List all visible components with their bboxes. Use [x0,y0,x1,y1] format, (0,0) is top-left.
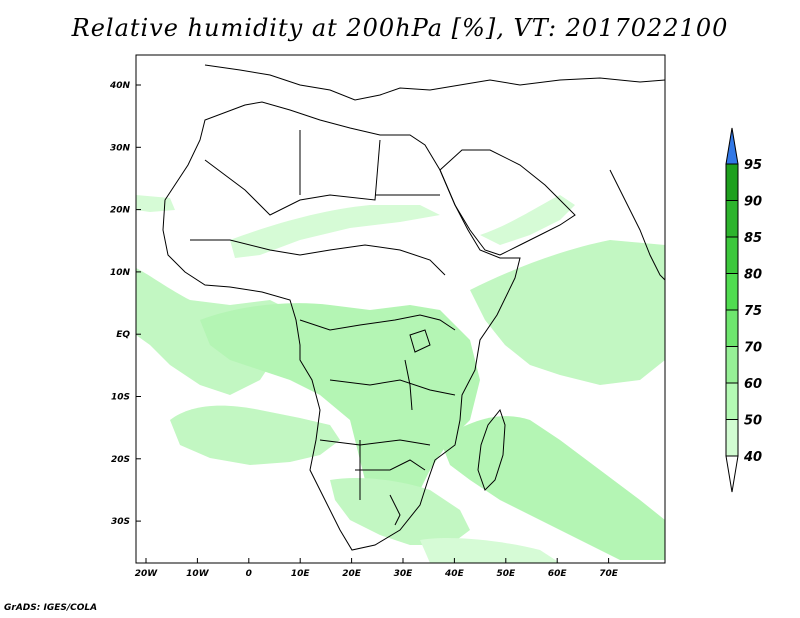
europe-coast [204,64,665,101]
lat-label-10n: 10N [110,268,131,278]
humid-band-sahara-jet [230,205,440,258]
lake-tanganyika [404,359,413,411]
colorbar-box [725,236,739,274]
axis-tick-marks [136,84,610,563]
grads-credit: GrADS: IGES/COLA [4,603,98,613]
colorbar-box [725,382,739,420]
lat-label-30s: 30S [111,517,130,527]
lon-label-20w: 20W [135,569,159,579]
colorbar-label-85: 85 [744,231,762,246]
colorbar-box [725,419,739,457]
humid-band-mozambique [440,416,665,560]
colorbar: 95 90 85 80 75 70 60 50 40 [725,127,762,493]
lon-label-10w: 10W [186,569,210,579]
border-sahara [204,130,440,216]
border-south [355,440,426,526]
africa-coastline [162,101,521,551]
colorbar-label-50: 50 [744,414,762,429]
colorbar-under-triangle [725,455,739,493]
lon-label-70e: 70E [599,569,619,579]
colorbar-box [725,200,739,238]
humidity-field [136,195,665,563]
lat-label-40n: 40N [109,81,131,91]
humid-patch-south-ocean [420,538,560,563]
coastlines-borders [162,64,665,551]
lat-label-30n: 30N [110,143,131,153]
humid-band-south-africa [330,478,470,545]
lon-label-40e: 40E [444,569,465,579]
map-title: Relative humidity at 200hPa [%], VT: 201… [71,14,729,42]
lat-label-20n: 20N [110,206,131,216]
colorbar-label-70: 70 [744,341,762,356]
humid-band-arabia [480,195,575,245]
colorbar-label-80: 80 [744,268,762,283]
lat-label-eq: EQ [116,330,130,340]
arabian-peninsula [439,149,576,256]
lon-label-30e: 30E [394,569,414,579]
colorbar-label-75: 75 [744,304,762,319]
lat-label-20s: 20S [111,455,130,465]
lon-label-10e: 10E [291,569,311,579]
border-central [299,314,456,446]
humid-band-south-atlantic [170,405,340,465]
colorbar-label-60: 60 [744,377,762,392]
lon-label-0: 0 [246,569,252,579]
lon-label-60e: 60E [548,569,568,579]
lon-label-20e: 20E [342,569,362,579]
longitude-axis: 20W 10W 0 10E 20E 30E 40E 50E 60E 70E [135,569,619,579]
madagascar [477,408,506,491]
lake-victoria [409,329,431,353]
india-coast [609,169,665,281]
latitude-axis: 40N 30N 20N 10N EQ 10S 20S 30S [109,81,131,527]
colorbar-box [725,163,739,201]
colorbar-label-95: 95 [744,158,762,173]
humid-band-central-africa [200,303,480,520]
colorbar-over-triangle [725,127,739,165]
colorbar-box [725,346,739,384]
plot-frame [135,54,666,564]
humid-band-indian-ocean [470,240,665,385]
colorbar-box [725,273,739,311]
colorbar-box [725,309,739,347]
colorbar-label-40: 40 [743,450,762,465]
lat-label-10s: 10S [111,393,130,403]
lon-label-50e: 50E [496,569,516,579]
humid-patch-west-coast [136,195,175,212]
border-sahel [190,239,446,276]
colorbar-label-90: 90 [744,195,762,210]
